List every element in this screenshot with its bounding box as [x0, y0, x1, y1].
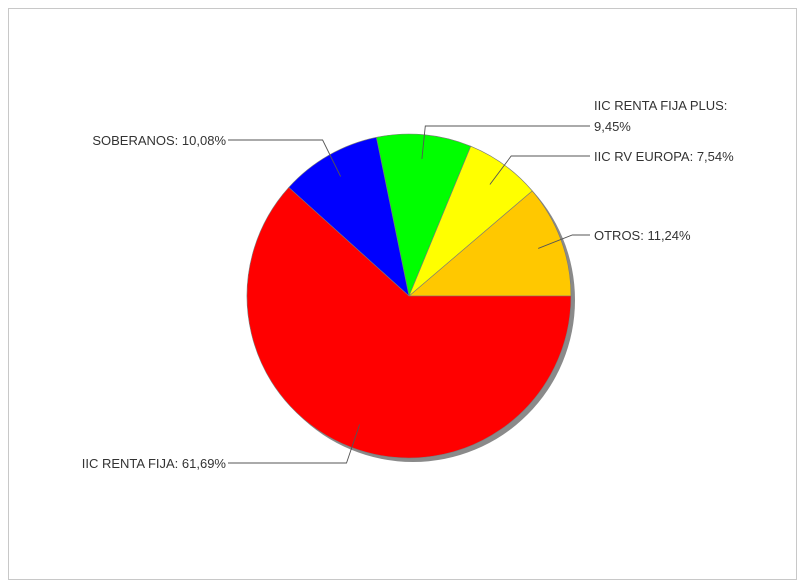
label-iic-renta-fija-plus-line1: IIC RENTA FIJA PLUS:: [594, 98, 727, 113]
label-otros: OTROS: 11,24%: [594, 228, 691, 243]
pie-slice-iic-renta-fija: [246, 186, 572, 459]
pie-slice-soberanos: [288, 136, 410, 297]
pie-slice-otros: [408, 190, 572, 297]
leader-line-iic-renta-fija: [228, 424, 361, 464]
label-iic-renta-fija-plus-line2: 9,45%: [594, 119, 631, 134]
leader-line-otros: [538, 234, 590, 249]
pie-slices: [246, 133, 572, 459]
label-iic-rv-europa: IIC RV EUROPA: 7,54%: [594, 149, 734, 164]
leader-line-iic-rv-europa: [489, 155, 590, 185]
leader-line-soberanos: [228, 139, 342, 177]
slice-labels: OTROS: 11,24% IIC RV EUROPA: 7,54% IIC R…: [82, 98, 734, 471]
label-soberanos: SOBERANOS: 10,08%: [92, 133, 226, 148]
leader-line-iic-renta-fija-plus: [421, 125, 590, 159]
label-iic-renta-fija: IIC RENTA FIJA: 61,69%: [82, 456, 227, 471]
leader-lines: [228, 125, 590, 464]
